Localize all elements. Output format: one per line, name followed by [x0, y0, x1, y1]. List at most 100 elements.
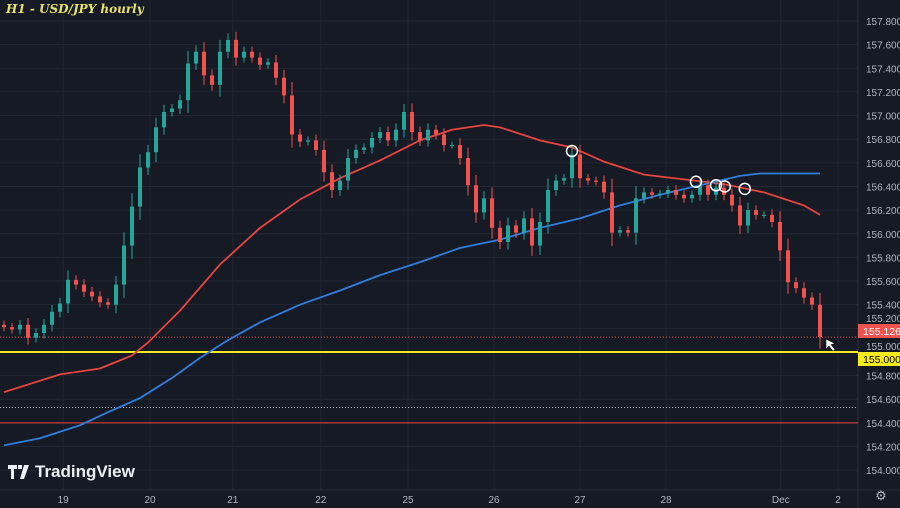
candle-body — [26, 324, 30, 338]
candle-body — [650, 192, 654, 195]
candle-body — [610, 192, 614, 233]
candle-body — [394, 129, 398, 141]
candle — [442, 128, 446, 152]
candle — [570, 145, 574, 188]
candle-body — [210, 75, 214, 85]
candle-body — [602, 181, 606, 193]
candle — [274, 54, 278, 86]
candle — [674, 185, 678, 200]
candle-body — [322, 149, 326, 173]
candle — [58, 297, 62, 318]
candle-body — [226, 39, 230, 52]
candle — [170, 104, 174, 117]
candle-body — [386, 132, 390, 141]
candle-body — [426, 129, 430, 141]
candle-body — [98, 296, 102, 303]
candle — [2, 320, 6, 332]
candle-body — [546, 190, 550, 222]
candle-body — [58, 303, 62, 312]
candle — [162, 104, 166, 135]
candle-body — [562, 178, 566, 181]
price-tick-label: 157.400 — [866, 64, 900, 75]
candle — [226, 33, 230, 59]
candle — [194, 45, 198, 71]
candle-body — [434, 129, 438, 135]
candle-body — [2, 324, 6, 328]
candle-body — [570, 154, 574, 179]
chart-title: H1 - USD/JPY hourly — [6, 2, 144, 16]
time-tick-label: 22 — [315, 495, 327, 506]
candle — [698, 179, 702, 201]
candle-body — [258, 57, 262, 65]
tradingview-logo[interactable]: TradingView — [8, 462, 135, 482]
candle — [74, 275, 78, 290]
candle-body — [482, 198, 486, 213]
candle-body — [378, 132, 382, 139]
candle-body — [66, 279, 70, 304]
candle-body — [362, 147, 366, 150]
candle — [90, 286, 94, 302]
candle-body — [498, 227, 502, 243]
candle-body — [290, 95, 294, 135]
candle — [418, 126, 422, 146]
candle — [482, 191, 486, 220]
candle-body — [18, 324, 22, 330]
candle — [634, 186, 638, 245]
candle-body — [106, 302, 110, 305]
candle-body — [10, 327, 14, 330]
candle — [474, 174, 478, 223]
candle — [522, 211, 526, 240]
candle-body — [74, 279, 78, 285]
price-tick-label: 154.800 — [866, 372, 900, 383]
candle-body — [298, 134, 302, 142]
price-tick-label: 157.800 — [866, 17, 900, 28]
candle-body — [586, 178, 590, 181]
price-tick-label: 154.600 — [866, 395, 900, 406]
candle — [282, 69, 286, 104]
candle-body — [794, 282, 798, 289]
candle-body — [746, 210, 750, 226]
tradingview-logo-icon — [8, 465, 29, 479]
price-tick-label: 155.000 — [866, 342, 900, 353]
candle — [530, 208, 534, 256]
candle — [218, 39, 222, 97]
settings-gear-icon[interactable]: ⚙ — [875, 488, 887, 503]
candle — [346, 148, 350, 190]
candle — [514, 220, 518, 238]
candle-body — [42, 324, 46, 334]
candle-body — [666, 190, 670, 194]
candle — [682, 190, 686, 203]
support-level-label: 155.000 — [863, 354, 900, 366]
candle — [402, 104, 406, 138]
candle-body — [418, 132, 422, 141]
candle — [18, 320, 22, 335]
candle-body — [442, 134, 446, 146]
time-tick-label: Dec — [772, 495, 790, 506]
candle-body — [634, 198, 638, 233]
candle — [98, 291, 102, 308]
candle — [386, 126, 390, 146]
candle-body — [282, 77, 286, 96]
candle — [242, 46, 246, 63]
candle-body — [754, 210, 758, 215]
circle-marker — [709, 179, 723, 192]
candle — [354, 144, 358, 164]
candle — [186, 50, 190, 113]
time-tick-label: 20 — [144, 495, 156, 506]
candle-body — [538, 221, 542, 246]
candle-body — [490, 198, 494, 228]
candle — [314, 134, 318, 156]
candle-body — [658, 193, 662, 195]
price-tick-label: 154.200 — [866, 443, 900, 454]
candle — [650, 188, 654, 199]
candle-body — [346, 158, 350, 181]
candle — [290, 82, 294, 148]
time-tick-label: 26 — [488, 495, 500, 506]
candle-body — [274, 62, 278, 78]
candle-body — [402, 112, 406, 130]
candle-body — [786, 250, 790, 283]
candle — [626, 226, 630, 237]
candle-body — [186, 63, 190, 101]
candle — [362, 143, 366, 154]
